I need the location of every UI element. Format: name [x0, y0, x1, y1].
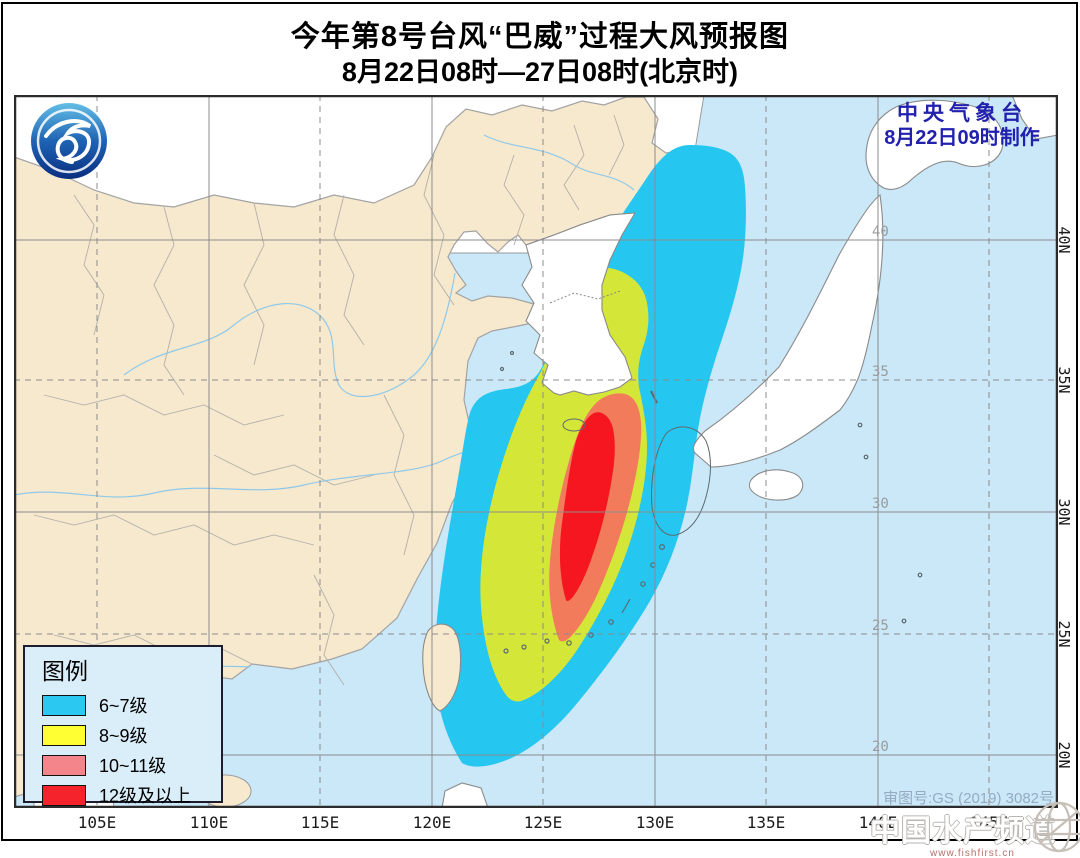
lat-label-30n: 30N	[1055, 498, 1073, 526]
lon-label-125e: 125E	[523, 813, 563, 832]
legend-label-8-9: 8~9级	[99, 726, 148, 746]
lon-label-115e: 115E	[300, 813, 340, 832]
legend-row-8-9: 8~9级	[42, 720, 221, 750]
inner-lat-35: 35	[872, 364, 889, 380]
globe-icon	[1033, 801, 1080, 853]
legend-label-6-7: 6~7级	[99, 696, 148, 716]
shikoku-land	[748, 469, 804, 501]
ryukyu-islands	[503, 544, 665, 654]
lon-label-145e: 145E	[969, 813, 1009, 832]
page-border	[1, 2, 1078, 841]
legend-label-12: 12级及以上	[99, 786, 192, 806]
cma-logo-icon	[31, 103, 107, 179]
lon-label-110e: 110E	[189, 813, 229, 832]
korea-dmz-line	[549, 290, 621, 304]
korea-land	[521, 212, 637, 396]
map-approval-number: 审图号:GS (2019) 3082号	[883, 790, 1054, 807]
pacific-islands	[499, 350, 923, 624]
inner-lat-labels: 40 35 30 25 20	[872, 224, 889, 755]
legend-title: 图例	[42, 658, 88, 684]
lat-label-40n: 40N	[1055, 226, 1073, 254]
inner-lat-30: 30	[872, 496, 889, 512]
lat-label-20n: 20N	[1055, 741, 1073, 769]
inner-lat-40: 40	[872, 224, 889, 240]
wind-band-12-plus	[559, 412, 615, 602]
legend-swatch-0	[42, 694, 86, 716]
legend-row-6-7: 6~7级	[42, 690, 221, 720]
inner-lat-25: 25	[872, 618, 889, 634]
kyushu-outline	[651, 426, 711, 536]
legend-row-10-11: 10~11级	[42, 750, 221, 780]
watermark-text: 中国水产频道	[870, 815, 1056, 848]
map-subtitle: 8月22日08时—27日08时(北京时)	[341, 57, 739, 87]
watermark: 中国水产频道 www.fishfirst.cn	[870, 801, 1080, 858]
lat-label-25n: 25N	[1055, 620, 1073, 648]
publisher-name: 中央气象台	[897, 102, 1027, 125]
china-land	[13, 96, 697, 798]
legend-swatch-1	[42, 724, 86, 746]
watermark-url: www.fishfirst.cn	[930, 848, 1015, 858]
legend-swatch-2	[42, 754, 86, 776]
jeju-outline	[562, 418, 586, 432]
hokkaido-land	[865, 99, 1004, 190]
tsushima-outline	[650, 390, 658, 404]
legend-swatch-3	[42, 784, 86, 806]
rivers	[13, 134, 635, 668]
cma-logo	[28, 100, 110, 182]
legend-label-10-11: 10~11级	[99, 756, 167, 776]
publisher-credit: 中央气象台 8月22日09时制作	[852, 102, 1072, 150]
lon-label-135e: 135E	[746, 813, 786, 832]
map-frame	[13, 94, 1059, 809]
lon-label-140e: 140E	[858, 813, 898, 832]
lon-label-105e: 105E	[77, 813, 117, 832]
publisher-issued-time: 8月22日09时制作	[884, 127, 1040, 149]
map-title: 今年第8号台风“巴威”过程大风预报图	[290, 21, 790, 53]
legend-row-12: 12级及以上	[42, 780, 221, 810]
legend-box: 图例 6~7级 8~9级 10~11级 12级及以上	[23, 645, 223, 806]
lat-label-35n: 35N	[1055, 366, 1073, 394]
lon-label-130e: 130E	[635, 813, 675, 832]
inner-lat-20: 20	[872, 739, 889, 755]
lon-label-120e: 120E	[412, 813, 452, 832]
